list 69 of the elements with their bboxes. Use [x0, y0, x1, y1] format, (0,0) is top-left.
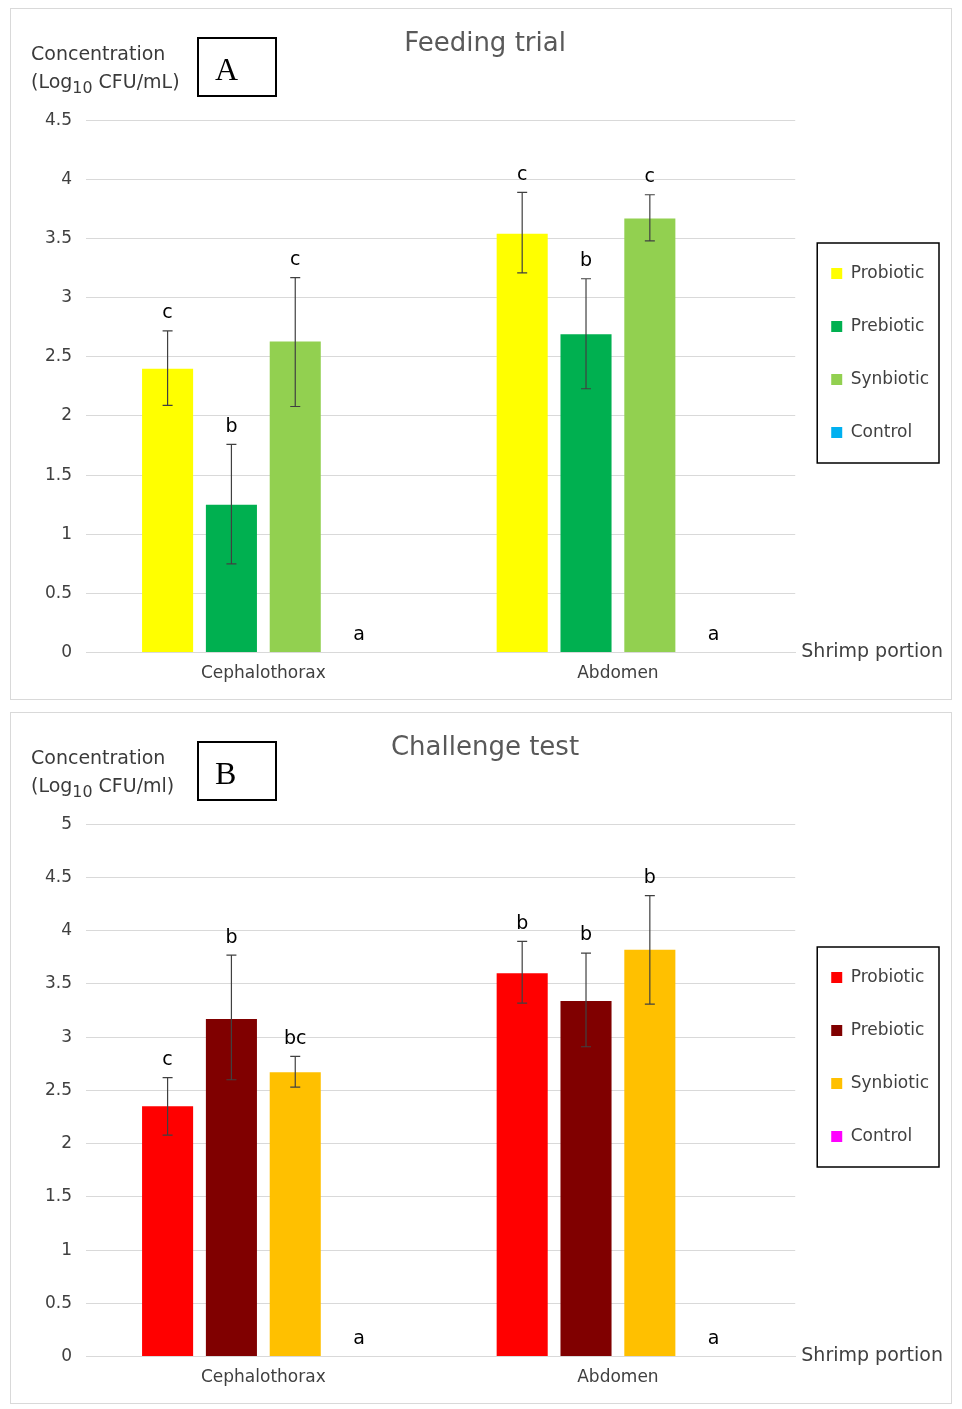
- annotation: a: [353, 622, 365, 645]
- bar: [205, 504, 257, 653]
- legend-label: Control: [850, 1124, 913, 1145]
- legend-label: Synbiotic: [850, 1071, 929, 1092]
- bar: [496, 233, 548, 653]
- y-tick-label: 4: [61, 167, 73, 188]
- x-tick-label: Abdomen: [577, 662, 659, 683]
- y-tick-label: 3.5: [44, 226, 73, 247]
- bar: [142, 1106, 194, 1357]
- y-tick-label: 1: [61, 522, 73, 543]
- annotation: b: [579, 248, 593, 271]
- x-axis-title: Shrimp portion: [801, 1342, 943, 1365]
- bar: [560, 1000, 612, 1357]
- legend-label: Probiotic: [850, 965, 925, 986]
- bar: [560, 334, 612, 653]
- annotation: c: [162, 300, 173, 323]
- y-axis-title: Concentration (Log$_{10}$ CFU/ml): [31, 745, 175, 803]
- x-tick-label: Cephalothorax: [200, 1366, 326, 1387]
- legend-label: Probiotic: [850, 261, 925, 282]
- y-tick-label: 2.5: [44, 345, 73, 366]
- bar: [624, 949, 676, 1357]
- bar: [205, 1019, 257, 1357]
- annotation: bc: [283, 1025, 307, 1048]
- annotation: c: [516, 161, 528, 184]
- annotation: b: [643, 864, 656, 887]
- annotation: a: [707, 1326, 720, 1349]
- annotation: a: [707, 622, 720, 645]
- x-tick-label: Abdomen: [577, 1366, 659, 1387]
- bar: [496, 973, 548, 1357]
- annotation: a: [353, 1326, 365, 1349]
- y-tick-label: 2.5: [44, 1078, 73, 1099]
- x-tick-label: Cephalothorax: [200, 662, 326, 683]
- x-axis-title: Shrimp portion: [801, 638, 943, 661]
- y-tick-label: 0.5: [44, 581, 73, 602]
- y-axis-title: Concentration (Log$_{10}$ CFU/mL): [31, 41, 180, 99]
- chart-title: Challenge test: [390, 731, 580, 762]
- y-tick-label: 5: [61, 812, 73, 833]
- annotation: b: [579, 922, 593, 945]
- text: B: [197, 741, 277, 801]
- legend-label: Prebiotic: [850, 314, 925, 335]
- y-tick-label: 1.5: [44, 1185, 73, 1206]
- text: A: [197, 37, 277, 97]
- bar: [269, 341, 321, 653]
- y-tick-label: 2: [61, 404, 73, 425]
- y-tick-label: 1: [61, 1238, 73, 1259]
- legend-label: Control: [850, 420, 913, 441]
- y-tick-label: 4.5: [44, 865, 73, 886]
- annotation: b: [516, 910, 529, 933]
- chart-title: Feeding trial: [404, 27, 566, 58]
- annotation: c: [644, 164, 656, 187]
- y-tick-label: 4: [61, 919, 73, 940]
- y-tick-label: 0: [61, 1345, 73, 1366]
- y-tick-label: 3: [61, 1025, 73, 1046]
- bar: [269, 1072, 321, 1357]
- legend-label: Prebiotic: [850, 1018, 925, 1039]
- annotation: c: [290, 246, 301, 269]
- y-tick-label: 0: [61, 641, 73, 662]
- y-tick-label: 4.5: [44, 108, 73, 129]
- annotation: b: [225, 924, 238, 947]
- y-tick-label: 3: [61, 286, 73, 307]
- y-tick-label: 1.5: [44, 463, 73, 484]
- y-tick-label: 0.5: [44, 1291, 73, 1312]
- legend-label: Synbiotic: [850, 367, 929, 388]
- y-tick-label: 3.5: [44, 972, 73, 993]
- annotation: c: [162, 1047, 173, 1070]
- annotation: b: [225, 413, 238, 436]
- bar: [142, 368, 194, 653]
- y-tick-label: 2: [61, 1132, 73, 1153]
- bar: [624, 218, 676, 653]
